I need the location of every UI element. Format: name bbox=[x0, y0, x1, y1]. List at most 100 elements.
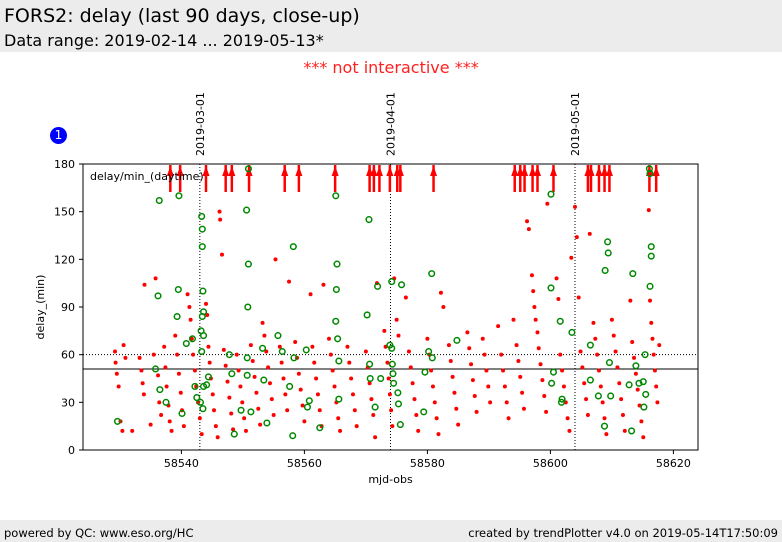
nighttime-point bbox=[568, 328, 576, 336]
nighttime-point bbox=[377, 374, 385, 383]
daytime-point bbox=[159, 413, 164, 418]
nighttime-point bbox=[607, 392, 615, 400]
x-tick-label: 58620 bbox=[656, 457, 691, 470]
daytime-point bbox=[207, 360, 212, 365]
daytime-point bbox=[204, 301, 208, 306]
nighttime-point bbox=[425, 347, 433, 356]
daytime-point bbox=[532, 305, 537, 309]
nighttime-point bbox=[428, 270, 436, 278]
daytime-point bbox=[585, 413, 590, 418]
daytime-point bbox=[185, 292, 190, 297]
y-tick-label: 90 bbox=[61, 301, 75, 314]
nighttime-point bbox=[388, 360, 396, 368]
daytime-point bbox=[450, 374, 455, 379]
daytime-point bbox=[558, 352, 563, 357]
daytime-point bbox=[628, 298, 633, 303]
daytime-point bbox=[211, 408, 216, 413]
nighttime-point bbox=[175, 192, 183, 200]
daytime-point bbox=[169, 428, 174, 433]
daytime-point bbox=[369, 397, 374, 402]
daytime-point bbox=[298, 387, 303, 392]
daytime-point bbox=[142, 282, 147, 287]
daytime-point bbox=[574, 235, 579, 240]
daytime-point bbox=[242, 416, 247, 421]
daytime-point bbox=[396, 333, 401, 338]
nighttime-point bbox=[237, 406, 245, 414]
daytime-point bbox=[296, 371, 301, 376]
daytime-point bbox=[213, 424, 218, 429]
daytime-point bbox=[120, 428, 125, 433]
daytime-point bbox=[410, 381, 415, 386]
daytime-point bbox=[271, 413, 276, 418]
nighttime-point bbox=[199, 287, 207, 295]
daytime-point bbox=[389, 408, 394, 413]
nighttime-point bbox=[247, 408, 255, 416]
daytime-point bbox=[584, 397, 589, 402]
daytime-point bbox=[310, 344, 315, 349]
daytime-point bbox=[569, 255, 574, 260]
daytime-point bbox=[163, 365, 168, 370]
daytime-point bbox=[448, 359, 453, 364]
nighttime-point bbox=[198, 312, 206, 321]
off-scale-arrowhead bbox=[375, 166, 383, 176]
daytime-point bbox=[363, 349, 368, 354]
footer-powered-by: powered by QC: www.eso.org/HC bbox=[4, 526, 194, 540]
nighttime-point bbox=[204, 373, 213, 381]
daytime-point bbox=[210, 392, 215, 397]
daytime-point bbox=[593, 336, 598, 341]
nighttime-point bbox=[639, 378, 647, 386]
daytime-point bbox=[321, 282, 326, 287]
data-range-subtitle: Data range: 2019-02-14 ... 2019-05-13* bbox=[4, 31, 324, 50]
daytime-point bbox=[470, 378, 475, 383]
daytime-point bbox=[452, 390, 457, 395]
daytime-point bbox=[651, 352, 656, 357]
daytime-point bbox=[496, 324, 501, 329]
daytime-point bbox=[140, 381, 145, 386]
daytime-point bbox=[314, 376, 319, 381]
nighttime-point bbox=[274, 332, 282, 340]
daytime-point bbox=[434, 416, 439, 421]
daytime-point bbox=[113, 360, 118, 365]
daytime-point bbox=[267, 381, 272, 386]
nighttime-point bbox=[335, 357, 343, 365]
daytime-point bbox=[167, 419, 172, 424]
daytime-point bbox=[480, 336, 485, 341]
daytime-point bbox=[354, 424, 359, 429]
daytime-point bbox=[582, 381, 587, 386]
off-scale-arrowhead bbox=[605, 166, 613, 176]
info-badge[interactable]: 1 bbox=[50, 127, 67, 144]
daytime-point bbox=[336, 416, 341, 421]
nighttime-point bbox=[243, 371, 251, 379]
y-axis-label: delay_(min) bbox=[34, 275, 47, 340]
nighttime-point bbox=[398, 281, 406, 289]
daytime-point bbox=[293, 339, 298, 344]
nighttime-point bbox=[371, 403, 379, 411]
nighttime-point bbox=[605, 359, 613, 367]
y-tick-label: 150 bbox=[54, 206, 75, 219]
daytime-point bbox=[567, 428, 572, 433]
nighttime-point bbox=[263, 419, 271, 427]
daytime-point bbox=[281, 376, 286, 381]
nighttime-point bbox=[154, 292, 162, 300]
daytime-point bbox=[258, 422, 263, 427]
nighttime-point bbox=[394, 389, 402, 397]
nighttime-point bbox=[366, 360, 374, 368]
off-scale-arrowhead bbox=[430, 166, 438, 176]
daytime-point bbox=[273, 257, 278, 262]
date-marker-label: 2019-04-01 bbox=[385, 92, 398, 156]
nighttime-point bbox=[198, 347, 206, 356]
off-scale-arrowhead bbox=[222, 166, 230, 176]
daytime-point bbox=[302, 419, 307, 424]
nighttime-point bbox=[558, 395, 566, 403]
daytime-point bbox=[542, 393, 547, 398]
nighttime-point bbox=[586, 341, 594, 349]
nighttime-point bbox=[556, 317, 564, 325]
daytime-point bbox=[157, 400, 162, 405]
off-scale-arrowhead bbox=[281, 166, 289, 176]
daytime-point bbox=[312, 360, 317, 365]
nighttime-point bbox=[390, 379, 398, 387]
daytime-point bbox=[227, 395, 232, 400]
daytime-point bbox=[330, 368, 335, 373]
x-tick-label: 58560 bbox=[287, 457, 322, 470]
not-interactive-notice: *** not interactive *** bbox=[303, 58, 479, 77]
